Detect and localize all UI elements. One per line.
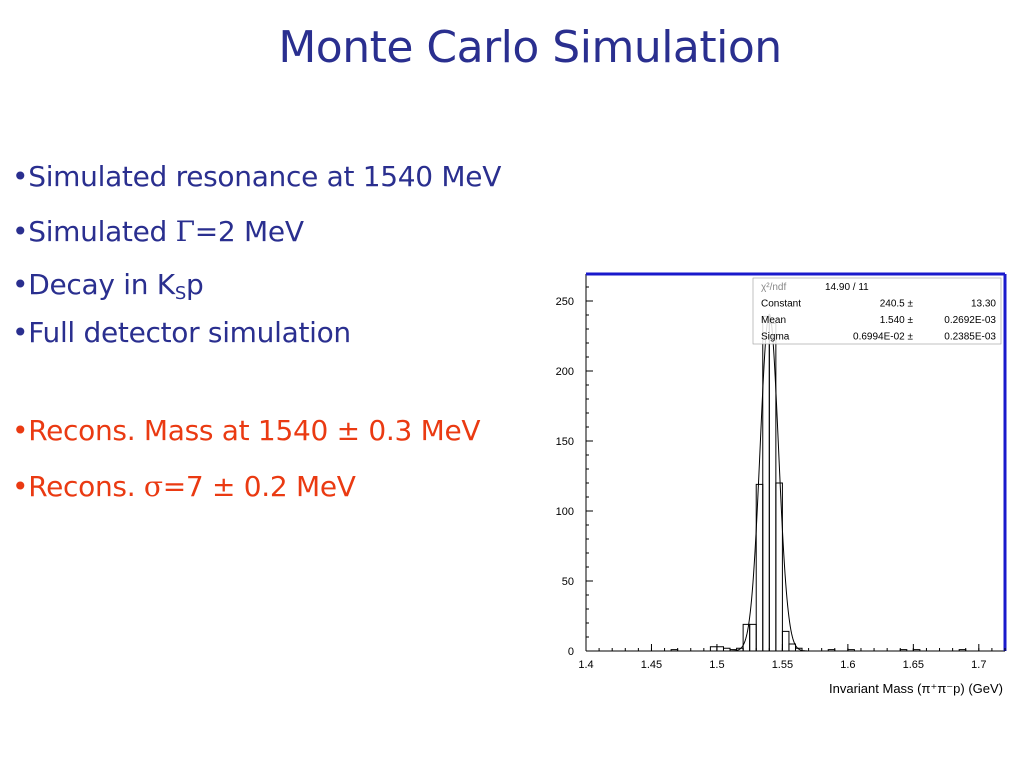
slide-title: Monte Carlo Simulation (278, 22, 782, 73)
stats-label: Constant (761, 299, 801, 310)
stats-box: χ²/ndf 14.90 / 11 Constant 240.5 ± 13.30 Mean… (752, 277, 1002, 345)
bullet-text: Full detector simulation (28, 316, 351, 349)
stats-value: 240.5 ± (880, 299, 914, 310)
bullet-decay: •Decay in KSp (12, 268, 204, 304)
bullet-recons-mass: •Recons. Mass at 1540 ± 0.3 MeV (12, 414, 481, 447)
x-tick-label: 1.4 (578, 659, 593, 671)
histogram-bin (670, 649, 679, 651)
stats-value: 0.6994E-02 ± (853, 332, 913, 343)
stats-box-border (752, 277, 1002, 345)
bullet-text: Decay in K (28, 268, 175, 301)
stats-label: Sigma (761, 332, 790, 343)
x-tick-label: 1.7 (971, 659, 986, 671)
bullet-text-suffix: =7 ± 0.2 MeV (162, 470, 356, 503)
x-tick-label: 1.6 (840, 659, 855, 671)
axes: 1.4 1.45 1.5 1.55 1.6 1.65 1.7 0 50 100 150 200 250 (556, 286, 1006, 671)
x-tick-label: 1.45 (641, 659, 662, 671)
bullet-detector: •Full detector simulation (12, 316, 351, 349)
stats-label: Mean (761, 315, 786, 326)
x-axis-label: Invariant Mass (π⁺π⁻p) (GeV) (829, 681, 1003, 696)
bullet-resonance: •Simulated resonance at 1540 MeV (12, 160, 501, 193)
stats-value: 1.540 ± (880, 315, 914, 326)
histogram-bin (709, 646, 718, 651)
histogram-bin (899, 649, 908, 651)
bullet-marker: • (12, 414, 29, 447)
stats-label: χ²/ndf (761, 282, 786, 293)
bullet-text: Simulated (28, 215, 176, 248)
histogram-bin (958, 649, 967, 651)
stats-value: 14.90 / 11 (825, 282, 869, 293)
bullet-marker: • (12, 316, 29, 349)
histogram-bin (716, 646, 724, 651)
bullet-marker: • (12, 268, 29, 301)
y-tick-label: 250 (556, 296, 574, 308)
stats-error: 0.2692E-03 (944, 315, 996, 326)
bullet-marker: • (12, 160, 29, 193)
bullet-text-suffix: =2 MeV (194, 215, 304, 248)
stats-error: 0.2385E-03 (944, 332, 996, 343)
histogram-bin (781, 630, 790, 651)
y-tick-label: 150 (556, 436, 574, 448)
bullet-text-suffix: p (185, 268, 204, 301)
bullet-text: Simulated resonance at 1540 MeV (28, 160, 502, 193)
y-tick-label: 50 (562, 576, 574, 588)
subscript: S (174, 283, 186, 304)
x-tick-label: 1.55 (772, 659, 793, 671)
histogram-bin (827, 649, 836, 651)
bullet-width: •Simulated Γ=2 MeV (12, 215, 304, 248)
gamma-symbol: Γ (175, 215, 195, 248)
y-tick-label: 0 (568, 646, 574, 658)
bullet-text: Recons. (28, 470, 144, 503)
histogram-bin (775, 482, 783, 651)
bullet-recons-sigma: •Recons. σ=7 ± 0.2 MeV (12, 470, 356, 503)
x-tick-label: 1.65 (903, 659, 924, 671)
histogram-bin (788, 643, 796, 651)
histogram-bin (749, 623, 757, 651)
y-tick-label: 200 (556, 366, 574, 378)
histogram-bin (795, 647, 803, 651)
histogram-bin (847, 649, 855, 651)
x-tick-label: 1.5 (709, 659, 724, 671)
sigma-symbol: σ (143, 470, 163, 503)
bullet-text: Recons. Mass at 1540 ± 0.3 MeV (28, 414, 481, 447)
histogram-bin (912, 649, 921, 651)
bullet-marker: • (12, 470, 29, 503)
stats-error: 13.30 (971, 299, 996, 310)
histogram-bins (670, 315, 967, 651)
bullet-marker: • (12, 215, 29, 248)
y-tick-label: 100 (556, 506, 574, 518)
